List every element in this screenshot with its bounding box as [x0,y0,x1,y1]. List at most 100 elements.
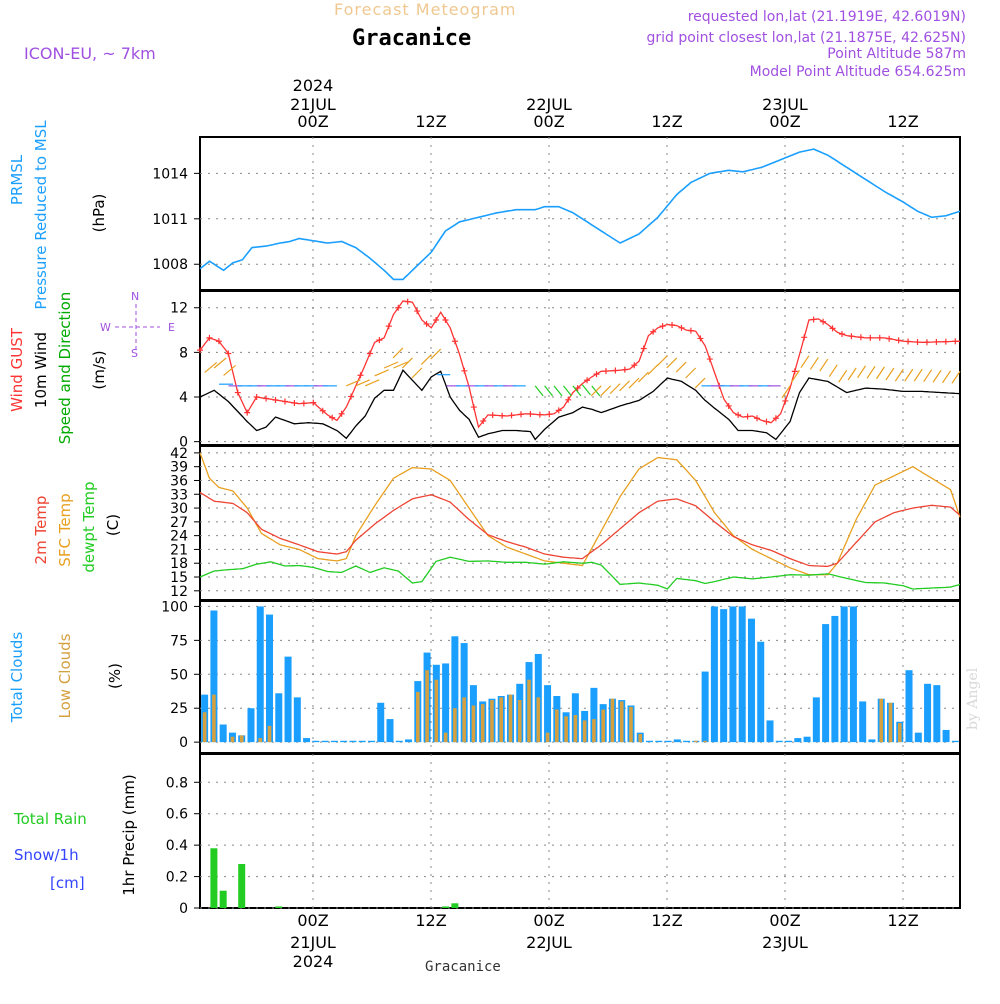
wind-direction-arrow [694,377,706,389]
temp-tick-label: 27 [170,515,188,531]
temp-tick-label: 21 [170,542,188,558]
temp-tick-label: 36 [170,473,188,489]
low-cloud-bar [443,732,448,743]
clouds-tick-label: 50 [170,667,188,683]
wind-direction-arrow [656,355,668,367]
gust-marker [744,413,751,420]
bottom-time-label: 12Z [415,911,446,930]
total-cloud-bar [729,606,737,743]
wind-direction-arrow [932,369,942,383]
gust-marker [291,399,298,406]
low-cloud-bar [508,694,513,743]
gust-marker [801,334,808,341]
low-cloud-bar [499,697,504,743]
total-cloud-bar [377,702,385,743]
rain-bar [238,864,246,908]
gust-marker [754,415,761,422]
low-cloud-bar [897,723,902,743]
total-cloud-bar [720,609,728,743]
gust-marker [234,389,241,396]
low-cloud-bar [517,700,522,743]
gust-marker [659,323,666,330]
total-cloud-bar [386,719,394,743]
temp-tick-label: 42 [170,446,188,462]
wind-direction-arrow [791,369,801,383]
precip-tick-label: 0 [179,901,188,917]
low-cloud-bar [258,738,263,743]
low-cloud-bar [230,736,235,743]
low-cloud-bar [453,708,457,743]
pressure-tick-label: 1008 [152,257,188,273]
low-cloud-bar [416,691,420,743]
total-cloud-bar [210,610,218,743]
rain-bar [451,903,459,908]
dewpoint-line [199,556,961,590]
low-cloud-bar [212,694,216,743]
wind-direction-arrow [411,367,423,379]
total-cloud-bar [349,740,357,743]
rain-bar [219,890,227,908]
precip-tick-label: 0.6 [166,807,188,823]
total-cloud-bar [803,736,811,743]
app-title: Forecast Meteogram [334,0,517,19]
wind-unit: (m/s) [90,350,108,389]
total-cloud-bar [710,606,718,743]
gust-marker [687,327,694,334]
gust-marker [763,418,770,425]
temp-tick-label: 12 [170,584,188,600]
clouds-total-label: Total Clouds [8,632,26,724]
top-time-label: 12Z [651,112,682,131]
gust-marker [489,412,496,419]
gust-marker [395,304,402,311]
temp-2m-line [199,491,961,568]
total-cloud-bar [460,643,468,743]
gust-marker [838,330,845,337]
wind-direction-arrow [572,385,582,397]
temp-unit: (C) [104,514,122,536]
low-cloud-bar [582,720,587,743]
location-title: Gracanice [352,26,472,51]
wind-direction-arrow [383,361,399,369]
total-cloud-bar [312,740,320,743]
total-cloud-bar [747,618,755,743]
total-cloud-bar [664,740,672,743]
compass-w: W [100,321,111,334]
gust-marker [197,347,203,354]
wind-direction-arrow [430,348,442,360]
point-altitude: Point Altitude 587m [827,46,966,62]
top-time-label: 12Z [887,112,918,131]
total-cloud-bar [914,732,922,743]
gust-marker [338,410,345,417]
precip-unit: 1hr Precip (mm) [120,774,138,895]
gust-marker [876,334,883,341]
gust-marker [281,398,288,405]
gust-marker [244,409,251,416]
gust-marker [215,338,222,345]
precip-tick-label: 0.4 [166,838,188,854]
low-cloud-bar [638,734,643,743]
gust-marker [300,400,307,407]
top-time-label: 00Z [297,112,328,131]
gust-marker [404,298,411,305]
wind-tick-label: 0 [179,435,188,451]
gust-marker [517,411,524,418]
low-cloud-bar [239,735,244,743]
wind-direction-arrow [534,385,544,397]
wind-direction-arrow [685,367,697,379]
gust-marker [942,338,949,345]
gust-marker [565,396,572,403]
total-cloud-bar [451,636,459,743]
compass-s: S [131,347,138,360]
gust-marker [631,362,638,369]
low-cloud-bar [694,740,698,743]
total-cloud-bar [544,685,552,743]
bottom-time-label: 12Z [651,911,682,930]
gust-marker [263,395,270,402]
wind-panel-frame [199,290,961,446]
gust-marker [574,385,581,392]
compass-e: E [168,321,175,334]
wind-direction-arrow [885,367,895,381]
model-altitude: Model Point Altitude 654.625m [749,64,966,80]
low-cloud-bar [202,712,207,743]
